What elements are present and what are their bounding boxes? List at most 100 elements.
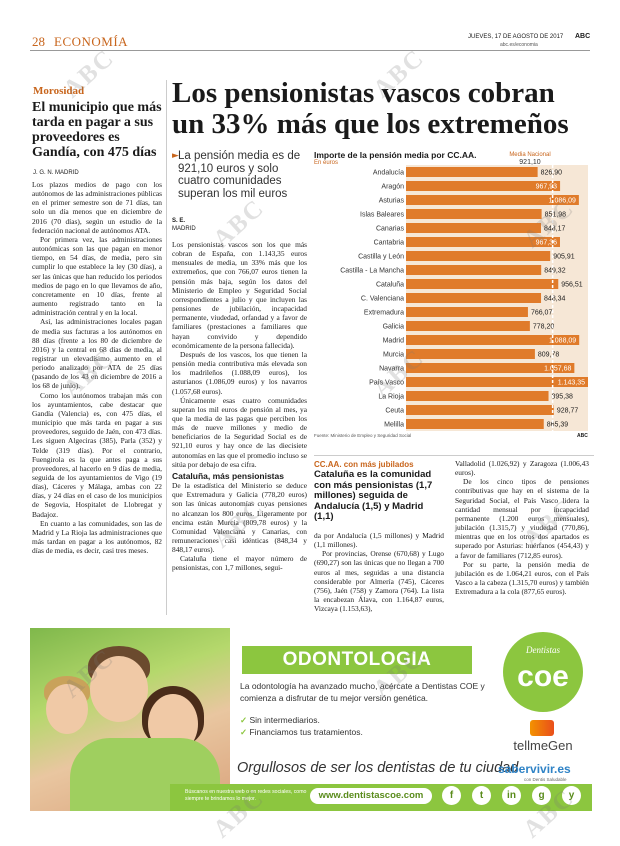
ad-bullets: ✓ Sin intermediarios. ✓ Financiamos tus … [240,714,363,738]
chart-bar [406,279,559,289]
section-rule [314,455,594,456]
value-label: 967,93 [536,184,558,191]
child-face [46,684,88,734]
paragraph: De los cinco tipos de pensiones contribu… [455,477,589,560]
category-label: Canarias [376,226,405,233]
value-label: 956,51 [561,282,583,289]
chart-bar [406,181,561,191]
subheading: Cataluña, más pensionistas [172,470,284,481]
paragraph: En cuanto a las comunidades, son las de … [32,518,162,556]
value-label: 928,77 [557,408,579,415]
paragraph: Valladolid (1.026,92) y Zaragoza (1.006,… [455,459,589,478]
header-date: JUEVES, 17 DE AGOSTO DE 2017 [468,34,564,40]
left-byline: J. G. N. MADRID [33,170,79,176]
category-label: Islas Baleares [360,212,404,219]
youtube-icon[interactable]: y [562,786,581,805]
main-headline: Los pensionistas vascos cobran un 33% má… [172,77,569,140]
coe-logo-main: coe [517,660,569,693]
main-summary: La pensión media es de 921,10 euros y so… [178,150,301,200]
chart-bar [406,209,542,219]
chart-bar [406,293,542,303]
twitter-icon[interactable]: t [472,786,491,805]
category-label: Navarra [379,366,404,373]
chart-bar [406,167,538,177]
column-divider [166,80,167,615]
category-label: Asturias [379,198,405,205]
left-kicker: Morosidad [33,85,85,97]
category-label: Castilla - La Mancha [340,268,404,275]
value-label: 967,36 [536,240,558,247]
paragraph: da por Andalucía (1,5 millones) y Madrid… [314,531,444,550]
header-brand: ABC [575,33,591,40]
triangle-bullet-icon: ► [172,151,179,161]
tellmegen-logo: tellmeGen [513,738,573,753]
chart-source: Fuente: Ministerio de Empleo y Seguridad… [314,433,412,438]
check-icon: ✓ [240,715,250,725]
value-label: 766,07 [531,310,553,317]
chart-bar [406,251,551,261]
chart-bar [406,237,560,247]
chart-bar [406,307,528,317]
value-label: 848,34 [544,296,566,303]
value-label: 851,98 [545,212,567,219]
lower-body-right: Valladolid (1.026,92) y Zaragoza (1.006,… [455,459,589,596]
reference-value: 921,10 [519,159,541,166]
category-label: País Vasco [369,380,404,387]
dentist-advertisement[interactable]: ODONTOLOGIA PRIVADA La odontología ha av… [30,628,592,811]
chart-title: Importe de la pensión media por CC.AA. [314,150,477,160]
paragraph: Cataluña tiene el mayor número de pensio… [172,554,307,573]
left-article-title: El municipio que más tarda en pagar a su… [32,100,162,160]
chart-bar [406,195,579,205]
lower-body-left: da por Andalucía (1,5 millones) y Madrid… [314,531,444,613]
chart-bar [406,335,580,345]
chart-bar [406,363,575,373]
sabervivir-sub: con Dentis Saludable [524,777,567,782]
chart-unit: En euros [314,160,339,166]
chart-credit: ABC [577,433,588,439]
byline-author: S. E. [172,218,186,224]
value-label: 905,91 [553,254,575,261]
sabervivir-logo: sabervivir.es [498,762,571,776]
paragraph: Por provincias, Orense (670,68) y Lugo (… [314,549,444,614]
value-label: 1.086,09 [549,198,576,205]
paragraph: Como los autónomos trabajan más con los … [32,390,162,519]
ad-footer-text: Búscanos en nuestra web o en redes socia… [185,789,307,802]
chart-bar [406,223,542,233]
lower-kicker: CC.AA. con más jubilados [314,460,414,469]
chart-bar [406,377,588,387]
value-label: 1.057,68 [544,366,571,373]
category-label: Cataluña [376,282,404,289]
category-label: C. Valenciana [361,296,404,303]
google-plus-icon[interactable]: g [532,786,551,805]
coe-logo-top: Dentistas [525,645,560,655]
section-name: ECONOMÍA [54,34,129,49]
ad-banner: ODONTOLOGIA PRIVADA [242,646,472,698]
chart-bar [406,419,544,429]
category-label: Cantabria [374,240,404,247]
ad-slogan: Orgullosos de ser los dentistas de tu ci… [237,760,519,776]
reference-label-text: Media Nacional [509,152,551,158]
pension-bar-chart: Andalucía 826,90 Aragón 967,93 Asturias 1.086… [340,165,588,431]
adult-face [90,656,148,722]
value-label: 809,78 [538,352,560,359]
ad-website-link[interactable]: www.dentistascoe.com [310,788,432,804]
category-label: Melilla [384,422,404,429]
category-label: Murcia [383,352,404,359]
linkedin-icon[interactable]: in [502,786,521,805]
ad-text: La odontología ha avanzado mucho, acérca… [240,681,485,703]
tellmegen-icon [530,720,554,736]
paragraph: De la estadística del Ministerio se dedu… [172,481,307,555]
value-label: 1.143,35 [558,380,585,387]
main-article-body: Los pensionistas vascos son los que más … [172,240,307,573]
category-label: Extremadura [364,310,404,317]
paragraph: Por su parte, la pensión media de jubila… [455,559,589,597]
category-label: Castilla y León [358,254,404,261]
value-label: 826,90 [541,170,563,177]
ad-bullet: ✓ Financiamos tus tratamientos. [240,727,363,737]
facebook-icon[interactable]: f [442,786,461,805]
category-label: Aragón [381,184,404,191]
chart-bar [406,391,549,401]
paragraph: Después de los vascos, los que tienen la… [172,349,307,396]
check-icon: ✓ [240,727,250,737]
header-url: abc.es/economia [500,42,538,48]
